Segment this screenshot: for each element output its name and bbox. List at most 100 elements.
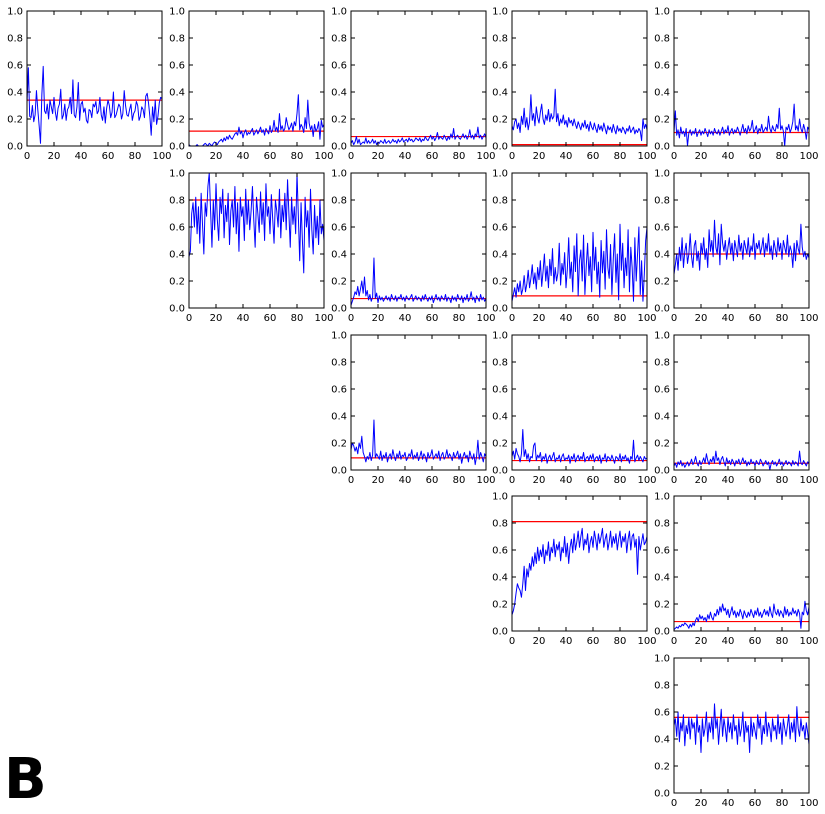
x-tick-label: 20 (695, 798, 708, 809)
x-tick-label: 60 (587, 475, 600, 486)
x-tick-label: 20 (48, 151, 61, 162)
x-tick-label: 40 (560, 475, 573, 486)
x-tick-label: 40 (722, 636, 735, 647)
x-tick-label: 60 (264, 313, 277, 324)
y-tick-label: 0.0 (331, 304, 347, 315)
x-tick-label: 100 (637, 475, 656, 486)
y-tick-label: 1.0 (654, 169, 670, 180)
y-tick-label: 1.0 (492, 7, 508, 18)
x-tick-label: 20 (695, 636, 708, 647)
y-tick-label: 1.0 (169, 169, 185, 180)
x-tick-label: 40 (722, 151, 735, 162)
x-tick-label: 100 (476, 151, 495, 162)
y-tick-label: 0.2 (331, 115, 347, 126)
axes-frame (511, 334, 648, 471)
x-tick-label: 60 (426, 475, 439, 486)
y-tick-label: 0.2 (492, 277, 508, 288)
x-tick-label: 80 (129, 151, 142, 162)
y-tick-label: 0.8 (492, 34, 508, 45)
x-tick-label: 60 (749, 475, 762, 486)
y-tick-label: 0.2 (654, 277, 670, 288)
subplot-r1-c1: 0 20 40 60 80 100 0.0 0.2 0.4 0.6 0.8 1.0 (169, 169, 333, 325)
y-tick-label: 0.2 (654, 439, 670, 450)
series-line (512, 527, 647, 615)
subplot-r3-c3: 0 20 40 60 80 100 0.0 0.2 0.4 0.6 0.8 1.0 (492, 492, 656, 648)
y-tick-label: 0.4 (654, 88, 670, 99)
y-tick-label: 1.0 (492, 169, 508, 180)
y-tick-label: 0.2 (7, 115, 23, 126)
x-tick-label: 40 (237, 151, 250, 162)
x-tick-label: 100 (314, 313, 333, 324)
y-tick-label: 1.0 (331, 169, 347, 180)
x-tick-label: 80 (614, 313, 627, 324)
x-tick-label: 80 (453, 313, 466, 324)
x-tick-label: 80 (453, 151, 466, 162)
y-tick-label: 0.6 (492, 385, 508, 396)
x-tick-label: 20 (533, 151, 546, 162)
y-tick-label: 0.0 (654, 466, 670, 477)
x-tick-label: 100 (799, 151, 818, 162)
axes-frame (511, 495, 648, 632)
axes-frame (26, 10, 163, 147)
y-tick-label: 0.4 (654, 573, 670, 584)
y-tick-label: 0.6 (654, 223, 670, 234)
series-line (674, 450, 809, 470)
x-tick-label: 40 (722, 475, 735, 486)
x-tick-label: 0 (671, 636, 677, 647)
x-tick-label: 20 (533, 313, 546, 324)
y-tick-label: 0.4 (169, 250, 185, 261)
subplot-r1-c3: 0 20 40 60 80 100 0.0 0.2 0.4 0.6 0.8 1.0 (492, 169, 656, 325)
series-line (674, 219, 809, 275)
x-tick-label: 100 (476, 475, 495, 486)
axes-frame (350, 172, 487, 309)
subplot-r0-c2: 0 20 40 60 80 100 0.0 0.2 0.4 0.6 0.8 1.0 (331, 7, 495, 163)
axes-frame (511, 172, 648, 309)
subplot-r0-c0: 0 20 40 60 80 100 0.0 0.2 0.4 0.6 0.8 1.0 (7, 7, 171, 163)
y-tick-label: 0.0 (492, 142, 508, 153)
x-tick-label: 40 (722, 313, 735, 324)
subplot-r2-c2: 0 20 40 60 80 100 0.0 0.2 0.4 0.6 0.8 1.0 (331, 331, 495, 487)
y-tick-label: 0.6 (654, 546, 670, 557)
x-tick-label: 80 (291, 313, 304, 324)
x-tick-label: 80 (453, 475, 466, 486)
x-tick-label: 0 (671, 798, 677, 809)
x-tick-label: 20 (372, 313, 385, 324)
x-tick-label: 60 (749, 636, 762, 647)
y-tick-label: 0.2 (492, 115, 508, 126)
x-tick-label: 0 (671, 151, 677, 162)
series-line (674, 600, 809, 631)
series-line (674, 703, 809, 753)
y-tick-label: 0.0 (331, 142, 347, 153)
x-tick-label: 0 (509, 636, 515, 647)
y-tick-label: 0.4 (331, 412, 347, 423)
y-tick-label: 0.8 (654, 519, 670, 530)
y-tick-label: 0.2 (492, 439, 508, 450)
x-tick-label: 100 (637, 636, 656, 647)
x-tick-label: 60 (587, 313, 600, 324)
y-tick-label: 0.0 (169, 142, 185, 153)
series-line (512, 88, 647, 142)
y-tick-label: 0.4 (492, 573, 508, 584)
y-tick-label: 0.0 (492, 304, 508, 315)
y-tick-label: 0.4 (654, 412, 670, 423)
y-tick-label: 0.6 (7, 61, 23, 72)
series-line (27, 65, 162, 144)
y-tick-label: 0.0 (169, 304, 185, 315)
x-tick-label: 60 (426, 313, 439, 324)
y-tick-label: 0.4 (169, 88, 185, 99)
y-tick-label: 0.8 (331, 358, 347, 369)
x-tick-label: 100 (799, 313, 818, 324)
y-tick-label: 0.8 (492, 196, 508, 207)
y-tick-label: 0.4 (492, 412, 508, 423)
series-line (674, 103, 809, 146)
y-tick-label: 0.2 (169, 277, 185, 288)
x-tick-label: 80 (776, 636, 789, 647)
y-tick-label: 0.8 (7, 34, 23, 45)
x-tick-label: 0 (509, 475, 515, 486)
y-tick-label: 0.0 (492, 466, 508, 477)
subplot-r3-c4: 0 20 40 60 80 100 0.0 0.2 0.4 0.6 0.8 1.0 (654, 492, 818, 648)
y-tick-label: 0.4 (331, 250, 347, 261)
y-tick-label: 0.0 (331, 466, 347, 477)
x-tick-label: 40 (399, 151, 412, 162)
x-tick-label: 20 (695, 313, 708, 324)
